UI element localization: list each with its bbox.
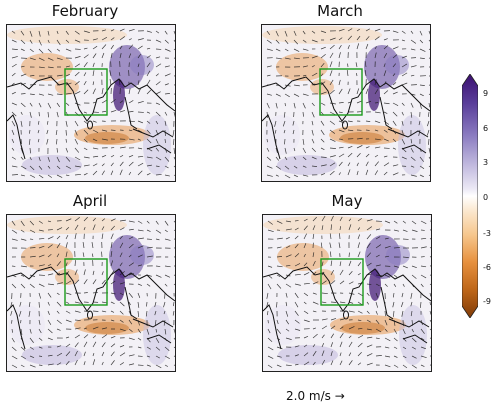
- colorbar-tick-3: 3: [483, 158, 489, 167]
- colorbar-tick-6: 6: [483, 124, 489, 133]
- colorbar-tick-0: 0: [483, 193, 489, 202]
- wind-scale-label: 2.0 m/s →: [286, 389, 345, 403]
- map-panel-may: [262, 214, 432, 372]
- colorbar-tick-9: 9: [483, 89, 489, 98]
- panel-title-may: May: [331, 192, 363, 210]
- colorbar-tick-m9: -9: [483, 297, 491, 306]
- map-field: [7, 26, 175, 179]
- colorbar-tick-m6: -6: [483, 263, 491, 272]
- panel-title-april: April: [72, 192, 108, 210]
- map-field: [263, 215, 431, 369]
- map-panel-march: [261, 24, 431, 182]
- panel-title-march: March: [317, 2, 363, 20]
- map-panel-february: [6, 24, 176, 182]
- map-panel-april: [6, 214, 176, 372]
- map-field: [262, 26, 430, 179]
- colorbar: [462, 74, 478, 318]
- map-field: [7, 216, 175, 369]
- panel-title-february: February: [51, 2, 119, 20]
- colorbar-tick-m3: -3: [483, 229, 491, 238]
